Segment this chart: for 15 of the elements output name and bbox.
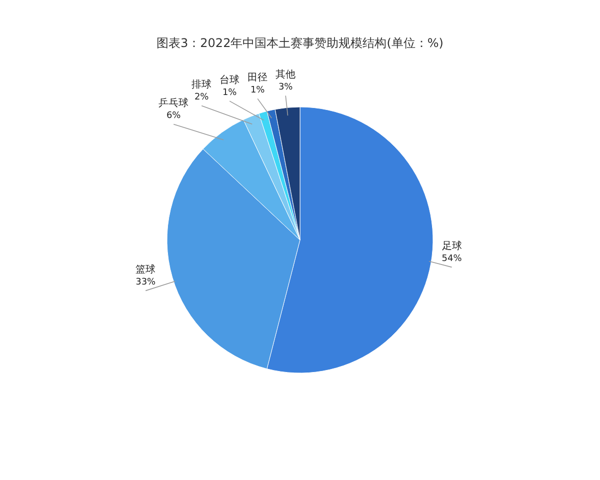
data-label: 3% <box>278 82 294 93</box>
slice-label: 台球 <box>220 74 240 86</box>
data-label: 2% <box>194 92 210 103</box>
slice-label: 篮球 <box>136 264 156 276</box>
slice-label: 排球 <box>192 78 212 91</box>
slice-label: 田径 <box>248 72 268 84</box>
slice-label: 其他 <box>276 68 296 81</box>
data-label: 1% <box>250 86 266 96</box>
data-label: 1% <box>222 88 238 98</box>
data-label: 33% <box>136 278 156 288</box>
slice-label: 足球 <box>442 240 462 252</box>
chart-title: 图表3：2022年中国本土赛事赞助规模结构(单位：%) <box>156 36 444 50</box>
data-label: 54% <box>442 254 462 264</box>
data-label: 6% <box>166 111 182 122</box>
slice-label: 乒乓球 <box>158 97 189 110</box>
